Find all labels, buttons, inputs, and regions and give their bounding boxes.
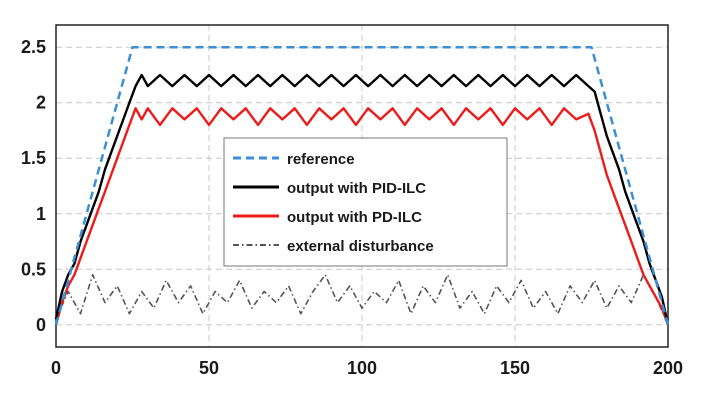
legend: reference output with PID-ILC output wit… xyxy=(223,137,508,267)
legend-label: output with PID-ILC xyxy=(287,180,426,197)
x-tick-label: 50 xyxy=(199,358,219,378)
y-axis: 0 0.5 1 1.5 2 2.5 xyxy=(21,37,46,335)
legend-item-pid-ilc: output with PID-ILC xyxy=(233,180,426,197)
x-tick-label: 200 xyxy=(653,358,683,378)
x-tick-label: 100 xyxy=(347,358,377,378)
legend-label: external disturbance xyxy=(287,238,434,255)
y-tick-label: 0.5 xyxy=(21,259,46,279)
series-line-external-disturbance xyxy=(55,273,669,326)
y-tick-label: 1 xyxy=(36,204,46,224)
y-tick-label: 2.5 xyxy=(21,37,46,57)
x-tick-label: 0 xyxy=(51,358,61,378)
y-tick-label: 0 xyxy=(36,315,46,335)
legend-label: reference xyxy=(287,151,355,168)
y-tick-label: 1.5 xyxy=(21,148,46,168)
legend-item-reference: reference xyxy=(233,151,355,168)
series-line-output-with-pid-ilc xyxy=(54,73,670,326)
plot-frame xyxy=(55,24,669,348)
legend-item-external-disturbance: external disturbance xyxy=(233,238,434,255)
legend-item-pd-ilc: output with PD-ILC xyxy=(233,209,422,226)
x-axis: 0 50 100 150 200 xyxy=(51,358,683,378)
y-tick-label: 2 xyxy=(36,93,46,113)
series-line-output-with-pd-ilc xyxy=(54,107,670,326)
series-layer xyxy=(54,45,670,326)
legend-label: output with PD-ILC xyxy=(287,209,422,226)
x-tick-label: 150 xyxy=(500,358,530,378)
series-line-reference xyxy=(54,45,670,326)
